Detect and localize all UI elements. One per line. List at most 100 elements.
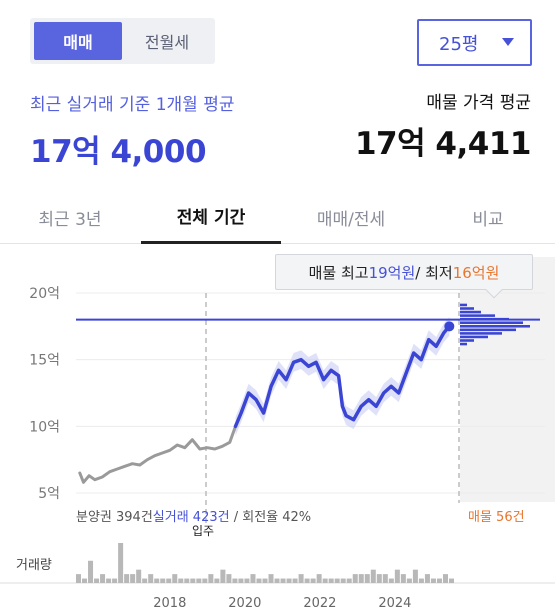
period-tabs: 최근 3년 전체 기간 매매/전세 비교 [0, 190, 555, 244]
presale-count: 분양권 394건 [76, 510, 153, 525]
trade-price-band [235, 317, 450, 436]
trade-count: 실거래 423건 [152, 510, 230, 525]
trade-stats: 분양권 394건실거래 423건 / 회전율 42% [76, 506, 311, 525]
volume-bar [340, 578, 346, 583]
y-tick-label: 15억 [29, 353, 60, 369]
size-select-value: 25평 [439, 33, 479, 55]
latest-price-marker [444, 321, 455, 332]
y-tick-label: 5억 [38, 486, 60, 502]
volume-bar [124, 574, 130, 583]
volume-bar [382, 574, 388, 583]
listing-distribution-bar [460, 321, 523, 324]
volume-bar [196, 578, 202, 583]
recent-trade-value: 17억 4,000 [30, 134, 207, 170]
toggle-rent[interactable]: 전월세 [144, 33, 190, 52]
volume-bar [214, 578, 220, 583]
listing-distribution-bar [460, 303, 467, 307]
volume-bar [358, 574, 364, 583]
volume-bar [430, 578, 436, 583]
listing-range-tooltip: 매물 최고 19억원 / 최저 16억원 [275, 254, 533, 299]
tab-all-period[interactable]: 전체 기간 [141, 190, 281, 244]
volume-bar [436, 578, 442, 583]
volume-bar [286, 578, 292, 583]
y-tick-label: 20억 [29, 286, 60, 302]
volume-bar [226, 574, 232, 583]
volume-bar [274, 578, 280, 583]
x-tick-label: 2022 [303, 596, 336, 608]
listing-avg-label: 매물 가격 평균 [426, 93, 531, 113]
size-select[interactable]: 25평 [417, 19, 532, 66]
volume-bar [220, 569, 226, 583]
volume-bar [418, 578, 424, 583]
volume-bar [100, 574, 106, 583]
tab-compare[interactable]: 비교 [472, 209, 504, 230]
toggle-sale[interactable]: 매매 [34, 22, 122, 60]
volume-bar [268, 574, 274, 583]
volume-bar [238, 578, 244, 583]
volume-bar [292, 578, 298, 583]
volume-bar [406, 578, 412, 583]
tab-sale-rent[interactable]: 매매/전세 [316, 209, 386, 230]
deal-type-toggle: 매매 전월세 [30, 18, 215, 64]
volume-bar [244, 578, 250, 583]
tooltip-separator: / 최저 [415, 263, 453, 282]
volume-bar [280, 578, 286, 583]
volume-bar [334, 578, 340, 583]
turnover-rate: / 회전율 42% [229, 510, 312, 525]
listing-distribution-bar [460, 342, 467, 346]
listing-distribution-bar [460, 328, 516, 332]
volume-bar [184, 578, 190, 583]
volume-bar [106, 578, 112, 583]
volume-bar [82, 578, 88, 583]
volume-bar [316, 574, 322, 583]
caret-down-icon [502, 38, 514, 46]
volume-bar [442, 574, 448, 583]
volume-bar [130, 574, 136, 583]
volume-bar [412, 569, 418, 583]
volume-bar [208, 574, 214, 583]
price-chart[interactable]: 20억 15억 10억 5억 2018 2020 2022 2024 [0, 245, 555, 608]
volume-bar [364, 574, 370, 583]
volume-bar [370, 569, 376, 583]
listing-distribution-bar [460, 314, 495, 317]
y-tick-label: 10억 [29, 419, 60, 435]
volume-bar [376, 574, 382, 583]
volume-bar [424, 574, 430, 583]
volume-bar [304, 578, 310, 583]
volume-bar [112, 578, 118, 583]
tooltip-max: 19억원 [368, 263, 416, 282]
volume-bar [190, 578, 196, 583]
listing-avg-value: 17억 4,411 [354, 126, 532, 162]
volume-bar [154, 578, 160, 583]
volume-bar [250, 574, 256, 583]
x-tick-label: 2018 [153, 596, 186, 608]
volume-bar [202, 578, 208, 583]
volume-bar [400, 574, 406, 583]
x-tick-label: 2020 [228, 596, 261, 608]
volume-bar [388, 578, 394, 583]
volume-bar [88, 560, 94, 583]
volume-bar [346, 578, 352, 583]
volume-bar [322, 578, 328, 583]
volume-bar [352, 574, 358, 583]
volume-bar [160, 578, 166, 583]
x-tick-label: 2024 [378, 596, 411, 608]
volume-bar [136, 569, 142, 583]
volume-bar [328, 578, 334, 583]
volume-bar [448, 578, 454, 583]
volume-bar [298, 574, 304, 583]
recent-trade-label: 최근 실거래 기준 1개월 평균 [30, 95, 235, 115]
volume-bar [256, 578, 262, 583]
tab-recent-3y[interactable]: 최근 3년 [38, 209, 102, 230]
listing-period-shade [460, 257, 555, 502]
volume-bar [166, 578, 172, 583]
volume-bar [142, 578, 148, 583]
volume-bar [172, 574, 178, 583]
tooltip-min: 16억원 [452, 263, 500, 282]
volume-bar [262, 578, 268, 583]
volume-bar [118, 543, 124, 583]
listing-distribution-bar [460, 332, 502, 335]
volume-bar [178, 578, 184, 583]
tooltip-prefix: 매물 최고 [308, 263, 369, 282]
volume-bar [76, 574, 82, 583]
